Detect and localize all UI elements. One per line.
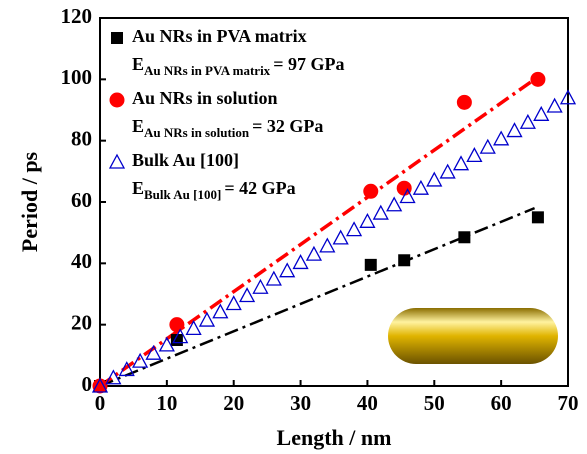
- nanorod-illustration: [388, 308, 558, 364]
- y-axis-label: Period / ps: [17, 151, 42, 252]
- x-tick-label: 10: [156, 391, 177, 415]
- data-point: [332, 229, 349, 245]
- x-tick-label: 0: [95, 391, 106, 415]
- y-tick-label: 40: [71, 249, 92, 273]
- data-point: [279, 262, 296, 278]
- data-point: [92, 378, 108, 394]
- data-point: [479, 138, 496, 154]
- data-point: [265, 270, 282, 286]
- data-point: [372, 204, 389, 220]
- x-axis-label: Length / nm: [277, 425, 392, 450]
- data-point: [105, 369, 122, 385]
- data-point: [412, 179, 430, 195]
- data-point: [319, 237, 336, 253]
- legend-label: Bulk Au [100]: [132, 150, 239, 170]
- modulus-value: = 97 GPa: [273, 54, 344, 74]
- data-point: [519, 113, 536, 129]
- data-point: [530, 71, 546, 87]
- y-tick-label: 80: [71, 126, 92, 150]
- data-point: [364, 258, 377, 271]
- data-point: [363, 183, 379, 199]
- data-point: [252, 278, 269, 294]
- y-tick-label: 120: [61, 4, 93, 28]
- data-point: [456, 94, 472, 110]
- data-point: [426, 171, 443, 187]
- x-tick-label: 50: [424, 391, 445, 415]
- data-point: [118, 361, 135, 377]
- x-tick-label: 20: [223, 391, 244, 415]
- modulus-symbol: E: [132, 54, 144, 74]
- y-tick-label: 60: [71, 188, 92, 212]
- data-point: [506, 122, 523, 138]
- modulus-value: = 32 GPa: [252, 116, 323, 136]
- data-point: [198, 311, 216, 327]
- modulus-subscript: Au NRs in solution: [144, 125, 250, 140]
- data-point: [305, 245, 323, 261]
- data-point: [439, 163, 456, 179]
- data-point: [546, 97, 563, 113]
- data-point: [533, 105, 550, 121]
- y-tick-label: 100: [61, 65, 93, 89]
- data-point: [132, 352, 149, 368]
- modulus-label: EBulk Au [100] = 42 GPa: [132, 178, 296, 202]
- y-tick-label: 20: [71, 310, 92, 334]
- data-point: [185, 319, 202, 335]
- data-point: [169, 317, 185, 333]
- data-point: [292, 254, 309, 270]
- data-point: [452, 155, 470, 171]
- data-point: [172, 328, 189, 344]
- data-point: [493, 130, 510, 146]
- modulus-label: EAu NRs in PVA matrix = 97 GPa: [132, 54, 344, 78]
- data-point: [396, 180, 412, 196]
- modulus-subscript: Au NRs in PVA matrix: [144, 63, 271, 78]
- modulus-subscript: Bulk Au [100]: [144, 187, 221, 202]
- data-point: [91, 377, 109, 393]
- legend-label: Au NRs in solution: [132, 88, 278, 108]
- legend-marker: [109, 92, 125, 108]
- data-point: [238, 287, 256, 303]
- modulus-label: EAu NRs in solution = 32 GPa: [132, 116, 323, 140]
- data-point: [225, 295, 242, 311]
- data-point: [466, 147, 483, 163]
- data-point: [345, 221, 363, 237]
- data-point: [158, 336, 175, 352]
- modulus-symbol: E: [132, 178, 144, 198]
- data-point: [398, 254, 411, 267]
- x-tick-label: 40: [357, 391, 378, 415]
- legend-label: Au NRs in PVA matrix: [132, 26, 307, 46]
- data-point: [458, 231, 471, 244]
- data-point: [386, 196, 403, 212]
- modulus-symbol: E: [132, 116, 144, 136]
- data-point: [531, 211, 544, 224]
- legend-marker: [108, 153, 126, 169]
- data-point: [559, 89, 577, 105]
- x-tick-label: 60: [491, 391, 512, 415]
- data-point: [145, 344, 162, 360]
- data-point: [399, 188, 416, 204]
- data-point: [212, 303, 229, 319]
- y-tick-label: 0: [82, 372, 93, 396]
- x-tick-label: 30: [290, 391, 311, 415]
- data-point: [359, 212, 376, 228]
- legend-marker: [111, 32, 123, 44]
- modulus-value: = 42 GPa: [224, 178, 295, 198]
- x-tick-label: 70: [558, 391, 579, 415]
